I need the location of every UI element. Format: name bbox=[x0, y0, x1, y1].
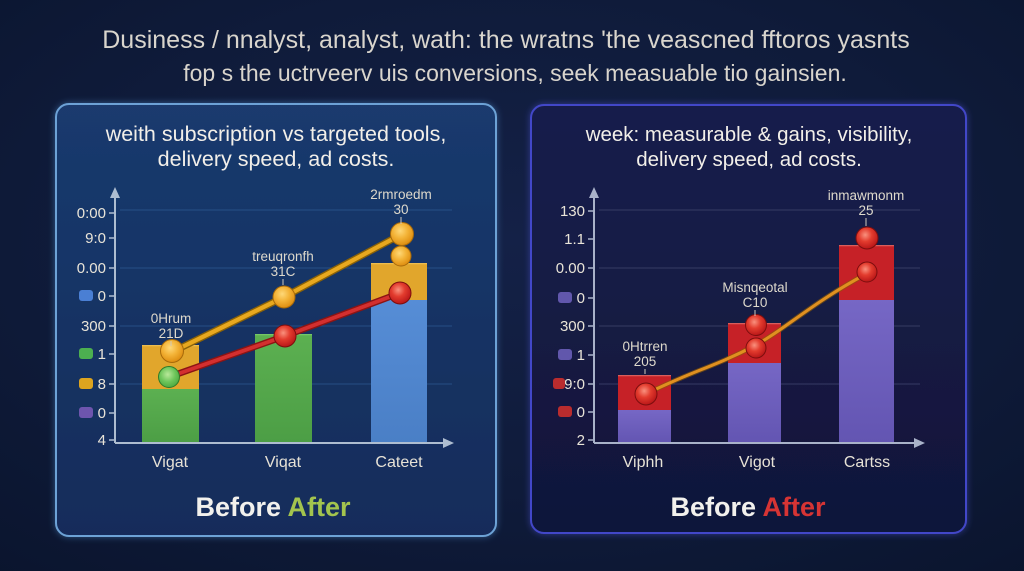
svg-text:fop s the uctrveerv uis conver: fop s the uctrveerv uis conversions, see… bbox=[183, 60, 847, 86]
svg-text:0: 0 bbox=[577, 290, 585, 307]
svg-text:delivery speed, ad costs.: delivery speed, ad costs. bbox=[636, 148, 862, 171]
svg-text:9:0: 9:0 bbox=[564, 376, 585, 393]
svg-text:Misnqeotal: Misnqeotal bbox=[722, 280, 787, 295]
svg-text:0.00: 0.00 bbox=[77, 260, 106, 277]
svg-text:1: 1 bbox=[98, 346, 106, 363]
svg-text:treuqronfh: treuqronfh bbox=[252, 249, 314, 264]
svg-text:1: 1 bbox=[577, 347, 585, 364]
svg-text:4: 4 bbox=[98, 432, 106, 449]
svg-text:0Hrum: 0Hrum bbox=[151, 311, 192, 326]
svg-text:2: 2 bbox=[577, 432, 585, 449]
svg-text:Viqat: Viqat bbox=[265, 454, 302, 471]
svg-text:0.00: 0.00 bbox=[556, 260, 585, 277]
svg-text:Cateet: Cateet bbox=[375, 454, 423, 471]
svg-text:31C: 31C bbox=[271, 264, 296, 279]
svg-text:Cartss: Cartss bbox=[844, 454, 890, 471]
svg-text:Viphh: Viphh bbox=[623, 454, 664, 471]
svg-text:300: 300 bbox=[560, 318, 585, 335]
svg-text:Before After: Before After bbox=[670, 492, 826, 522]
svg-text:Vigot: Vigot bbox=[739, 454, 776, 471]
svg-text:30: 30 bbox=[393, 202, 408, 217]
svg-text:0: 0 bbox=[98, 288, 106, 305]
svg-text:delivery speed, ad costs.: delivery speed, ad costs. bbox=[158, 147, 395, 171]
svg-text:week: measurable & gains, visi: week: measurable & gains, visibility, bbox=[585, 123, 913, 146]
svg-text:300: 300 bbox=[81, 318, 106, 335]
svg-text:130: 130 bbox=[560, 203, 585, 220]
svg-text:21D: 21D bbox=[159, 326, 184, 341]
svg-text:9:0: 9:0 bbox=[85, 230, 106, 247]
svg-text:Before After: Before After bbox=[195, 492, 351, 522]
svg-text:8: 8 bbox=[98, 376, 106, 393]
svg-text:Vigat: Vigat bbox=[152, 454, 189, 471]
svg-text:1.1: 1.1 bbox=[564, 231, 585, 248]
svg-text:Dusiness / nnalyst, analyst, w: Dusiness / nnalyst, analyst, wath: the w… bbox=[102, 26, 910, 54]
svg-text:25: 25 bbox=[858, 203, 873, 218]
svg-text:weith subscription vs targeted: weith subscription vs targeted tools, bbox=[105, 122, 447, 146]
svg-text:inmawmonm: inmawmonm bbox=[828, 188, 905, 203]
svg-text:0: 0 bbox=[577, 404, 585, 421]
svg-text:205: 205 bbox=[634, 354, 657, 369]
svg-text:C10: C10 bbox=[743, 295, 768, 310]
svg-text:0:00: 0:00 bbox=[77, 205, 106, 222]
svg-text:2rmroedm: 2rmroedm bbox=[370, 187, 432, 202]
svg-text:0Htrren: 0Htrren bbox=[622, 339, 667, 354]
svg-text:0: 0 bbox=[98, 405, 106, 422]
